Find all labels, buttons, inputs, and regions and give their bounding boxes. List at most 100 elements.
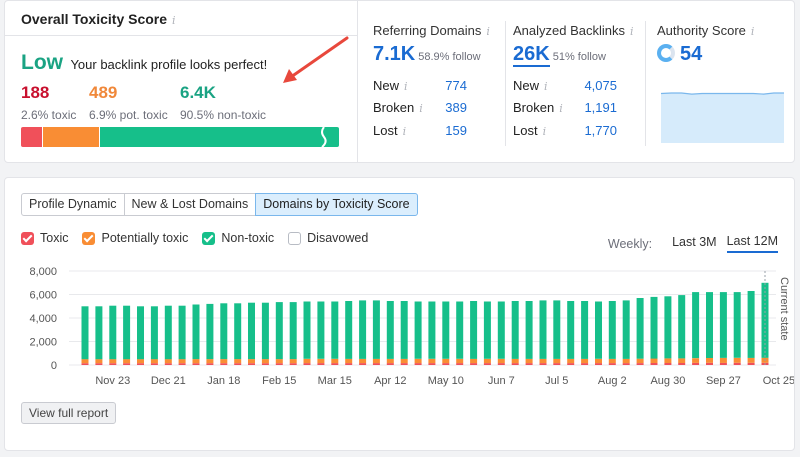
bar-non-toxic[interactable] xyxy=(664,296,672,359)
bar-non-toxic[interactable] xyxy=(581,301,589,359)
bar-toxic[interactable] xyxy=(608,363,616,365)
bar-non-toxic[interactable] xyxy=(706,292,713,358)
bar-non-toxic[interactable] xyxy=(123,305,131,360)
bar-potentially-toxic[interactable] xyxy=(483,358,491,364)
bar-potentially-toxic[interactable] xyxy=(400,358,408,364)
pot-toxic-metric[interactable]: 489 6.9% pot. toxic xyxy=(89,83,168,122)
bar-toxic[interactable] xyxy=(137,363,144,365)
referring-domains-value[interactable]: 7.1K xyxy=(373,43,416,65)
bar-toxic[interactable] xyxy=(497,363,505,365)
bar-potentially-toxic[interactable] xyxy=(636,358,644,363)
info-icon[interactable]: i xyxy=(486,25,490,38)
bar-toxic[interactable] xyxy=(636,363,644,365)
bar-potentially-toxic[interactable] xyxy=(164,359,172,364)
referring-lost-value[interactable]: 159 xyxy=(445,123,467,138)
bar-toxic[interactable] xyxy=(442,363,450,365)
info-icon[interactable]: i xyxy=(630,25,634,38)
bar-non-toxic[interactable] xyxy=(414,301,422,359)
bar-toxic[interactable] xyxy=(220,363,228,365)
bar-potentially-toxic[interactable] xyxy=(317,358,325,364)
bar-toxic[interactable] xyxy=(733,362,741,365)
bar-potentially-toxic[interactable] xyxy=(178,359,186,364)
bar-non-toxic[interactable] xyxy=(608,301,616,359)
info-icon[interactable]: i xyxy=(402,125,407,138)
bar-potentially-toxic[interactable] xyxy=(733,357,741,363)
bar-non-toxic[interactable] xyxy=(442,301,450,359)
bar-non-toxic[interactable] xyxy=(525,301,533,359)
bar-toxic[interactable] xyxy=(470,363,478,365)
bar-toxic[interactable] xyxy=(650,363,658,365)
bar-non-toxic[interactable] xyxy=(497,301,505,359)
checkbox-icon[interactable] xyxy=(82,231,96,245)
bar-non-toxic[interactable] xyxy=(206,303,214,360)
period-last-3m[interactable]: Last 3M xyxy=(672,235,717,249)
bar-potentially-toxic[interactable] xyxy=(567,358,575,364)
tab-domains-by-toxicity[interactable]: Domains by Toxicity Score xyxy=(255,193,418,216)
checkbox-icon[interactable] xyxy=(21,231,34,245)
referring-new-value[interactable]: 774 xyxy=(445,78,467,93)
bar-potentially-toxic[interactable] xyxy=(206,359,214,364)
bar-potentially-toxic[interactable] xyxy=(386,358,394,364)
bar-potentially-toxic[interactable] xyxy=(81,359,89,364)
info-icon[interactable]: i xyxy=(750,25,755,38)
bar-potentially-toxic[interactable] xyxy=(109,359,117,364)
checkbox-icon[interactable] xyxy=(202,231,216,245)
bar-potentially-toxic[interactable] xyxy=(511,358,519,364)
bar-toxic[interactable] xyxy=(95,363,103,365)
bar-potentially-toxic[interactable] xyxy=(359,358,367,364)
info-icon[interactable]: i xyxy=(404,80,408,93)
bar-toxic[interactable] xyxy=(178,363,186,365)
bar-non-toxic[interactable] xyxy=(345,301,353,359)
bar-non-toxic[interactable] xyxy=(81,306,89,360)
bar-toxic[interactable] xyxy=(511,363,519,365)
bar-non-toxic[interactable] xyxy=(95,306,103,360)
bar-potentially-toxic[interactable] xyxy=(664,358,672,363)
bar-non-toxic[interactable] xyxy=(470,301,478,359)
bar-potentially-toxic[interactable] xyxy=(678,358,686,363)
analyzed-backlinks-value[interactable]: 26K xyxy=(513,43,550,67)
bar-toxic[interactable] xyxy=(692,362,700,365)
bar-toxic[interactable] xyxy=(345,363,353,365)
tab-new-lost-domains[interactable]: New & Lost Domains xyxy=(123,193,257,216)
bar-toxic[interactable] xyxy=(553,363,561,365)
bar-toxic[interactable] xyxy=(303,363,311,365)
bar-toxic[interactable] xyxy=(317,363,325,365)
bar-potentially-toxic[interactable] xyxy=(622,358,630,364)
bar-non-toxic[interactable] xyxy=(678,295,686,359)
bar-potentially-toxic[interactable] xyxy=(719,358,727,363)
bar-non-toxic[interactable] xyxy=(553,300,561,359)
tab-profile-dynamic[interactable]: Profile Dynamic xyxy=(21,193,125,216)
backlinks-lost-value[interactable]: 1,770 xyxy=(584,123,617,138)
bar-non-toxic[interactable] xyxy=(261,302,269,360)
backlinks-broken-value[interactable]: 1,191 xyxy=(584,100,617,115)
bar-toxic[interactable] xyxy=(164,363,172,365)
info-icon[interactable]: i xyxy=(419,102,423,115)
bar-potentially-toxic[interactable] xyxy=(137,359,144,364)
legend-potentially-toxic[interactable]: Potentially toxic xyxy=(82,231,188,245)
bar-non-toxic[interactable] xyxy=(456,301,464,359)
bar-toxic[interactable] xyxy=(747,362,755,365)
bar-toxic[interactable] xyxy=(678,362,686,365)
bar-non-toxic[interactable] xyxy=(650,296,658,359)
bar-non-toxic[interactable] xyxy=(289,302,297,360)
bar-potentially-toxic[interactable] xyxy=(747,357,755,363)
bar-potentially-toxic[interactable] xyxy=(456,358,464,364)
bar-non-toxic[interactable] xyxy=(511,301,519,359)
bar-toxic[interactable] xyxy=(234,363,242,365)
bar-non-toxic[interactable] xyxy=(275,302,283,360)
authority-score-value[interactable]: 54 xyxy=(680,43,703,65)
bar-toxic[interactable] xyxy=(261,363,269,365)
bar-non-toxic[interactable] xyxy=(248,302,255,360)
bar-non-toxic[interactable] xyxy=(359,300,367,359)
info-icon[interactable]: i xyxy=(172,14,176,27)
bar-non-toxic[interactable] xyxy=(636,298,644,359)
bar-toxic[interactable] xyxy=(372,363,380,365)
bar-toxic[interactable] xyxy=(622,363,630,365)
bar-potentially-toxic[interactable] xyxy=(275,359,283,364)
bar-toxic[interactable] xyxy=(706,362,713,365)
bar-potentially-toxic[interactable] xyxy=(95,359,103,364)
bar-non-toxic[interactable] xyxy=(483,301,491,359)
bar-toxic[interactable] xyxy=(123,363,131,365)
bar-non-toxic[interactable] xyxy=(331,301,339,359)
bar-non-toxic[interactable] xyxy=(747,291,755,358)
